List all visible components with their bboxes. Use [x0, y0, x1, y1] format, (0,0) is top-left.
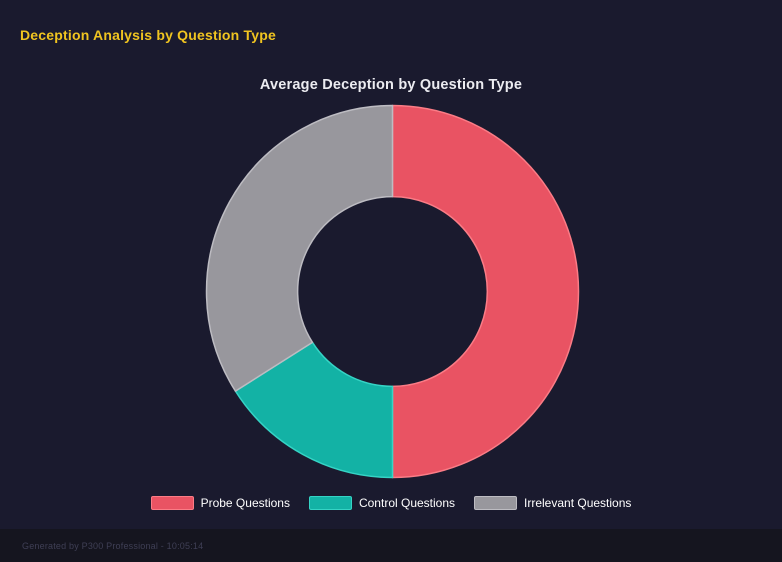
- legend-item-control-questions[interactable]: Control Questions: [308, 496, 456, 510]
- legend-item-probe-questions[interactable]: Probe Questions: [150, 496, 290, 510]
- page-title: Deception Analysis by Question Type: [20, 27, 276, 43]
- donut-slice-control-questions[interactable]: [234, 341, 394, 479]
- legend-label-irrelevant: Irrelevant Questions: [524, 496, 632, 510]
- donut-slice-probe-questions[interactable]: [391, 104, 580, 479]
- chart-title: Average Deception by Question Type: [259, 77, 523, 93]
- donut-slice-irrelevant-questions[interactable]: [205, 104, 394, 392]
- donut-chart[interactable]: [202, 101, 583, 482]
- chart-legend: Probe Questions Control Questions Irrele…: [0, 496, 782, 510]
- legend-label-control: Control Questions: [358, 496, 456, 510]
- legend-item-irrelevant-questions[interactable]: Irrelevant Questions: [474, 496, 631, 510]
- legend-swatch-probe: [150, 496, 194, 510]
- legend-swatch-control: [308, 496, 352, 510]
- legend-swatch-irrelevant: [474, 496, 518, 510]
- footer-text: Generated by P300 Professional - 10:05:1…: [22, 540, 204, 551]
- legend-label-probe: Probe Questions: [200, 496, 290, 510]
- footer-bar: Generated by P300 Professional - 10:05:1…: [0, 529, 782, 562]
